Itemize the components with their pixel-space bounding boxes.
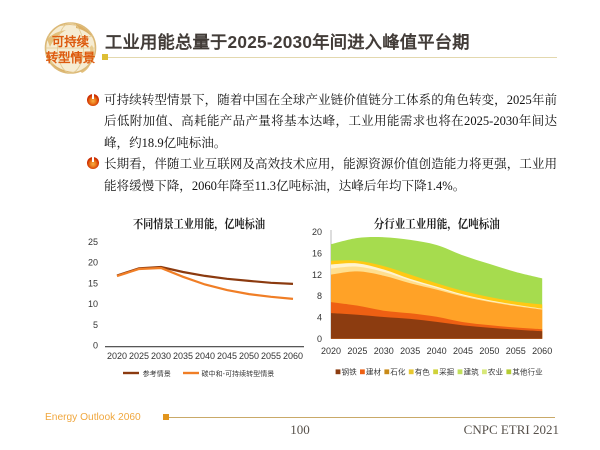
svg-text:其他行业: 其他行业 xyxy=(512,366,543,376)
svg-text:20: 20 xyxy=(312,227,322,237)
svg-text:15: 15 xyxy=(88,278,98,288)
svg-text:2040: 2040 xyxy=(195,351,215,361)
svg-text:建材: 建材 xyxy=(366,366,382,376)
svg-text:5: 5 xyxy=(93,320,98,330)
svg-text:不同情景工业用能，亿吨标油: 不同情景工业用能，亿吨标油 xyxy=(133,216,265,231)
svg-text:20: 20 xyxy=(88,258,98,268)
svg-text:采掘: 采掘 xyxy=(439,366,455,376)
svg-text:碳中和-可持续转型情景: 碳中和-可持续转型情景 xyxy=(202,369,275,378)
svg-text:农业: 农业 xyxy=(488,366,504,376)
svg-text:2040: 2040 xyxy=(427,346,447,356)
svg-text:2050: 2050 xyxy=(239,351,259,361)
svg-text:参考情景: 参考情景 xyxy=(143,369,171,378)
svg-text:12: 12 xyxy=(312,270,322,280)
svg-text:2025: 2025 xyxy=(347,346,367,356)
svg-text:2045: 2045 xyxy=(217,351,237,361)
svg-text:2060: 2060 xyxy=(532,346,552,356)
svg-text:2020: 2020 xyxy=(321,346,341,356)
svg-text:2025: 2025 xyxy=(129,351,149,361)
svg-text:2035: 2035 xyxy=(400,346,420,356)
svg-text:分行业工业用能，亿吨标油: 分行业工业用能，亿吨标油 xyxy=(374,216,500,231)
svg-text:2035: 2035 xyxy=(173,351,193,361)
svg-text:8: 8 xyxy=(317,291,322,301)
svg-text:2030: 2030 xyxy=(374,346,394,356)
svg-text:2030: 2030 xyxy=(151,351,171,361)
svg-text:16: 16 xyxy=(312,249,322,259)
svg-text:石化: 石化 xyxy=(390,366,406,376)
svg-text:有色: 有色 xyxy=(415,366,431,376)
svg-text:2055: 2055 xyxy=(261,351,281,361)
svg-text:0: 0 xyxy=(93,341,98,351)
svg-text:2045: 2045 xyxy=(453,346,473,356)
svg-text:10: 10 xyxy=(88,299,98,309)
svg-text:0: 0 xyxy=(317,334,322,344)
svg-text:2050: 2050 xyxy=(479,346,499,356)
svg-text:钢铁: 钢铁 xyxy=(342,366,358,376)
svg-text:2020: 2020 xyxy=(107,351,127,361)
svg-text:25: 25 xyxy=(88,237,98,247)
svg-text:2060: 2060 xyxy=(283,351,303,361)
svg-text:4: 4 xyxy=(317,313,322,323)
svg-text:建筑: 建筑 xyxy=(464,366,480,376)
svg-text:2055: 2055 xyxy=(506,346,526,356)
